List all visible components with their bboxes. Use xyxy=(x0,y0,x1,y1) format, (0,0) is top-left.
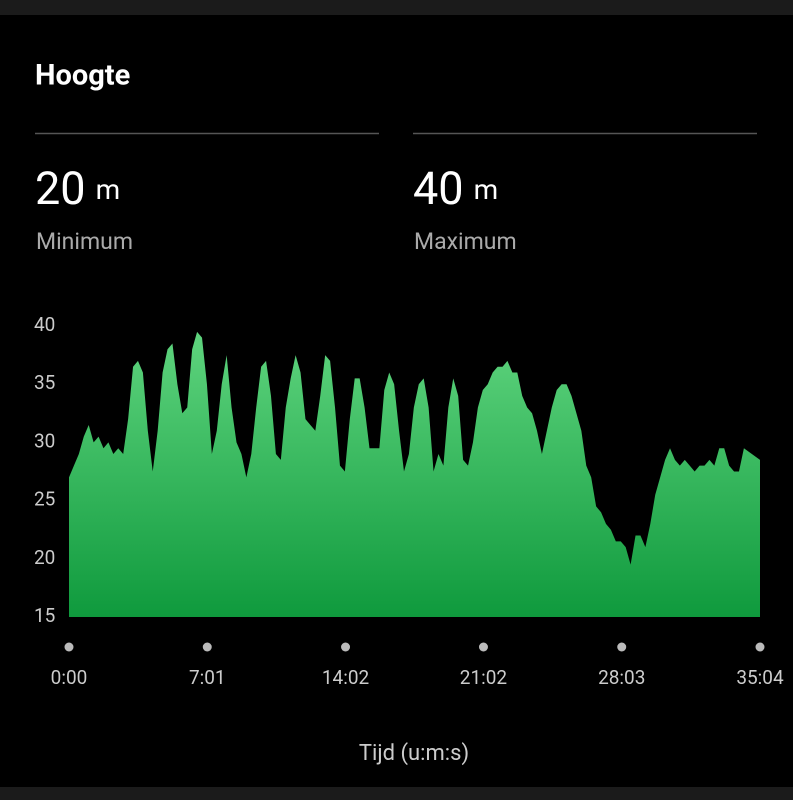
y-tick-label: 20 xyxy=(34,546,55,569)
y-tick-label: 30 xyxy=(34,429,55,452)
x-tick-label: 28:03 xyxy=(598,666,645,689)
y-tick-label: 25 xyxy=(34,488,55,511)
stat-number: 20 xyxy=(35,162,86,215)
y-tick-label: 15 xyxy=(34,604,55,627)
x-tick-label: 7:01 xyxy=(189,666,226,689)
x-tick-label: 0:00 xyxy=(51,666,88,689)
x-tick-dot xyxy=(617,642,627,652)
stat-label: Minimum xyxy=(36,228,133,255)
stat-unit: m xyxy=(96,173,121,206)
top-strip xyxy=(0,0,793,15)
stat-number: 40 xyxy=(413,162,464,215)
x-tick-dot xyxy=(755,642,765,652)
x-tick-label: 35:04 xyxy=(736,666,784,689)
bottom-strip xyxy=(0,787,793,800)
area xyxy=(69,331,760,617)
x-tick-dot xyxy=(64,642,74,652)
stat-label: Maximum xyxy=(414,228,517,255)
stat-value: 40 m xyxy=(413,162,498,215)
x-tick-dot xyxy=(341,642,351,652)
x-tick-dot xyxy=(478,642,488,652)
x-tick-label: 14:02 xyxy=(322,666,369,689)
stat-value: 20 m xyxy=(35,162,120,215)
y-tick-label: 35 xyxy=(34,371,55,394)
x-axis-label: Tijd (u:m:s) xyxy=(359,741,469,766)
y-tick-label: 40 xyxy=(34,313,55,336)
x-tick-dot xyxy=(202,642,212,652)
x-tick-label: 21:02 xyxy=(460,666,507,689)
stat-unit: m xyxy=(474,173,499,206)
card-title: Hoogte xyxy=(35,59,130,93)
